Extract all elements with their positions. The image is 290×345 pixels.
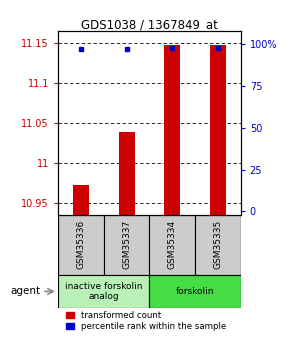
Bar bbox=[58, 275, 149, 308]
Text: GSM35337: GSM35337 bbox=[122, 220, 131, 269]
Bar bbox=[58, 215, 104, 275]
Text: GSM35336: GSM35336 bbox=[76, 220, 85, 269]
Bar bbox=[104, 215, 149, 275]
Text: forskolin: forskolin bbox=[176, 287, 214, 296]
Legend: transformed count, percentile rank within the sample: transformed count, percentile rank withi… bbox=[66, 311, 226, 331]
Bar bbox=[73, 185, 89, 215]
Text: GSM35334: GSM35334 bbox=[168, 220, 177, 269]
Bar bbox=[164, 45, 180, 215]
Text: agent: agent bbox=[10, 286, 41, 296]
Bar bbox=[210, 45, 226, 215]
Bar bbox=[149, 275, 241, 308]
Bar bbox=[195, 215, 241, 275]
Bar bbox=[119, 132, 135, 215]
Title: GDS1038 / 1367849_at: GDS1038 / 1367849_at bbox=[81, 18, 218, 31]
Bar bbox=[149, 215, 195, 275]
Text: inactive forskolin
analog: inactive forskolin analog bbox=[65, 282, 142, 301]
Text: GSM35335: GSM35335 bbox=[213, 220, 222, 269]
